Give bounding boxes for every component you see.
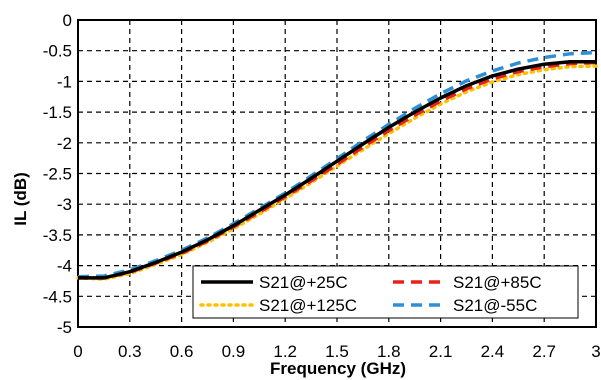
x-tick-label: 2.7 (532, 342, 556, 361)
y-tick-label: -4 (57, 257, 72, 276)
x-tick-labels: 0 0.3 0.6 0.9 1.2 1.5 1.8 2.1 2.4 2.7 3 (73, 342, 600, 361)
x-tick-label: 3 (591, 342, 600, 361)
y-tick-label: -3.5 (43, 226, 72, 245)
x-tick-label: 0.3 (118, 342, 142, 361)
plot-area (77, 19, 597, 328)
y-tick-label: -5 (57, 318, 72, 337)
series-line (76, 64, 598, 281)
legend-box (192, 265, 579, 319)
y-tick-label: 0 (63, 11, 72, 30)
y-axis-label: IL (dB) (11, 172, 30, 226)
y-tick-label: -3 (57, 195, 72, 214)
y-tick-label: -2.5 (43, 165, 72, 184)
legend-label: S21@+85C (453, 273, 542, 292)
x-tick-label: 1.2 (273, 342, 297, 361)
x-tick-label: 2.1 (429, 342, 453, 361)
x-tick-label: 1.8 (377, 342, 401, 361)
y-tick-label: -2 (57, 134, 72, 153)
legend-label: S21@+125C (259, 296, 357, 315)
data-series (76, 50, 598, 281)
x-tick-label: 0.9 (222, 342, 246, 361)
y-tick-label: -4.5 (43, 287, 72, 306)
legend-label: S21@-55C (453, 296, 537, 315)
x-tick-label: 0 (73, 342, 82, 361)
y-tick-label: -0.5 (43, 42, 72, 61)
series-line (77, 50, 597, 279)
y-tick-label: -1.5 (43, 103, 72, 122)
legend: S21@+25C S21@+85C S21@+125C S21@-55C (192, 265, 579, 319)
legend-label: S21@+25C (259, 273, 348, 292)
x-tick-label: 2.4 (481, 342, 505, 361)
x-tick-label: 0.6 (170, 342, 194, 361)
x-axis-label: Frequency (GHz) (270, 359, 406, 378)
y-tick-label: -1 (57, 72, 72, 91)
x-tick-label: 1.5 (325, 342, 349, 361)
series-line (78, 60, 596, 280)
y-tick-labels: 0 -0.5 -1 -1.5 -2 -2.5 -3 -3.5 -4 -4.5 -5 (43, 11, 72, 337)
